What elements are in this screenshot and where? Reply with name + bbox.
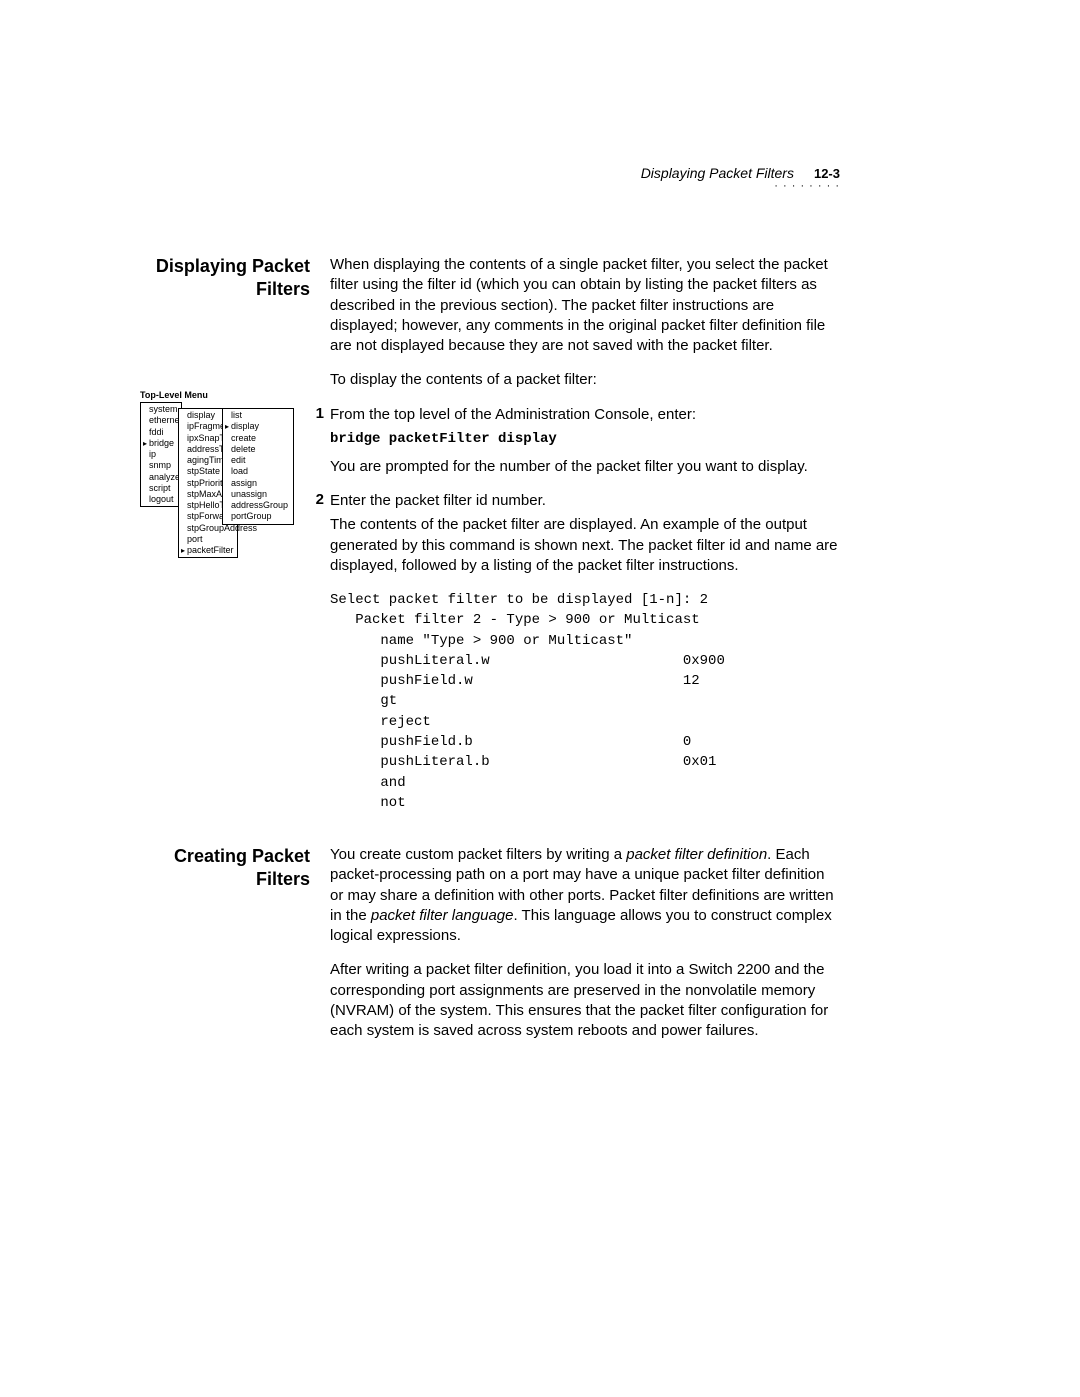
- menu-item-label: stpHelloTi: [187, 500, 227, 510]
- top-level-menu-diagram: Top-Level Menu systemethernetfddibridgei…: [140, 390, 310, 403]
- menu-item-label: load: [231, 466, 248, 476]
- menu-item-label: assign: [231, 478, 257, 488]
- menu-item-label: script: [149, 483, 171, 493]
- menu-item: load: [225, 466, 291, 477]
- menu-item-label: packetFilter: [187, 545, 234, 555]
- menu-item: packetFilter: [181, 545, 235, 556]
- section-creating-packet-filters: Creating Packet Filters You create custo…: [140, 845, 840, 1055]
- header-title: Displaying Packet Filters: [641, 165, 794, 181]
- menu-item: edit: [225, 455, 291, 466]
- menu-item-label: port: [187, 534, 203, 544]
- menu-item-label: portGroup: [231, 511, 272, 521]
- header-dots: · · · · · · · ·: [774, 180, 840, 192]
- after-step2-paragraph: The contents of the packet filter are di…: [330, 515, 840, 576]
- menu-item: snmp: [143, 460, 179, 471]
- step-1: 1 From the top level of the Administrati…: [330, 405, 840, 425]
- menu-item-label: snmp: [149, 460, 171, 470]
- step-number: 1: [308, 405, 324, 425]
- menu-item-label: bridge: [149, 438, 174, 448]
- menu-item: addressGroup: [225, 500, 291, 511]
- menu-item: unassign: [225, 489, 291, 500]
- menu-item-label: list: [231, 410, 242, 420]
- menu-item: display: [225, 421, 291, 432]
- command-text: bridge packetFilter display: [330, 431, 840, 447]
- code-output: Select packet filter to be displayed [1-…: [330, 590, 840, 813]
- menu-item-label: fddi: [149, 427, 164, 437]
- after-command-paragraph: You are prompted for the number of the p…: [330, 457, 840, 477]
- menu-item: assign: [225, 478, 291, 489]
- header-page-number: 12-3: [814, 166, 840, 181]
- creating-paragraph-2: After writing a packet filter definition…: [330, 960, 840, 1041]
- lead-paragraph: To display the contents of a packet filt…: [330, 370, 840, 390]
- menu-column-3: listdisplay createdeleteeditload assignuna…: [222, 408, 294, 525]
- section-heading: Displaying Packet Filters: [140, 255, 310, 300]
- menu-item: create: [225, 433, 291, 444]
- section-heading: Creating Packet Filters: [140, 845, 310, 890]
- menu-item-label: addressGroup: [231, 500, 288, 510]
- menu-item-label: create: [231, 433, 256, 443]
- menu-item-label: display: [187, 410, 215, 420]
- menu-item-label: stpState: [187, 466, 220, 476]
- step-text: Enter the packet filter id number.: [330, 491, 840, 511]
- menu-item-label: ip: [149, 449, 156, 459]
- menu-item: system: [143, 404, 179, 415]
- menu-item-label: system: [149, 404, 178, 414]
- menu-item-label: logout: [149, 494, 174, 504]
- menu-item: script: [143, 483, 179, 494]
- menu-item-label: delete: [231, 444, 256, 454]
- emphasis: packet filter definition: [626, 846, 767, 863]
- emphasis: packet filter language: [371, 907, 514, 924]
- menu-item: fddi: [143, 427, 179, 438]
- menu-item: list: [225, 410, 291, 421]
- menu-item-label: display: [231, 421, 259, 431]
- menu-item: bridge: [143, 438, 179, 449]
- menu-title: Top-Level Menu: [140, 390, 310, 401]
- menu-item: portGroup: [225, 511, 291, 522]
- menu-item-label: unassign: [231, 489, 267, 499]
- menu-item: port: [181, 534, 235, 545]
- menu-item-label: stpPriority: [187, 478, 227, 488]
- intro-paragraph: When displaying the contents of a single…: [330, 255, 840, 356]
- menu-item-label: stpForwar: [187, 511, 227, 521]
- step-text: From the top level of the Administration…: [330, 405, 840, 425]
- menu-item-label: analyze: [149, 472, 180, 482]
- menu-item: ip: [143, 449, 179, 460]
- menu-item-label: edit: [231, 455, 246, 465]
- menu-item: logout: [143, 494, 179, 505]
- section-displaying-packet-filters: Displaying Packet Filters When displayin…: [140, 255, 840, 813]
- step-2: 2 Enter the packet filter id number.: [330, 491, 840, 511]
- menu-column-1: systemethernetfddibridgeipsnmp analyzescr…: [140, 402, 182, 507]
- creating-paragraph-1: You create custom packet filters by writ…: [330, 845, 840, 946]
- menu-item: ethernet: [143, 415, 179, 426]
- page-header: Displaying Packet Filters 12-3: [641, 165, 840, 181]
- step-number: 2: [308, 491, 324, 511]
- menu-item: analyze: [143, 472, 179, 483]
- text: You create custom packet filters by writ…: [330, 846, 626, 863]
- menu-item: delete: [225, 444, 291, 455]
